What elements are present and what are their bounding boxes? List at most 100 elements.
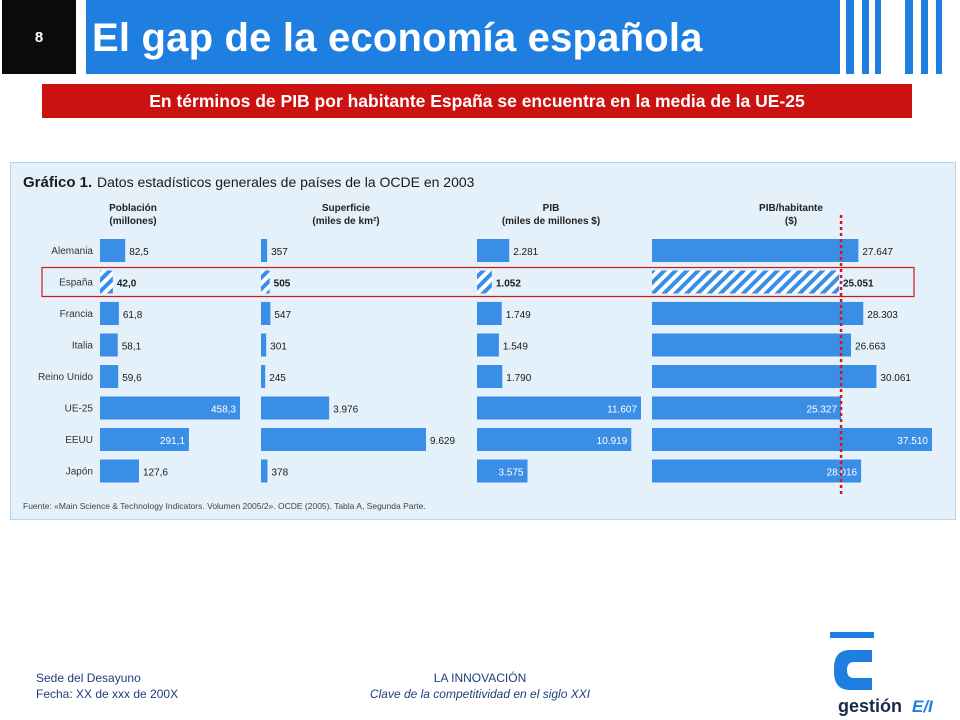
decor-stripe xyxy=(875,0,881,74)
series-header: ($) xyxy=(785,216,797,227)
bar xyxy=(477,396,641,420)
data-label: 11.607 xyxy=(607,405,637,416)
bar xyxy=(477,302,502,325)
logo-text: gestión xyxy=(838,696,902,716)
footer-center: LA INNOVACIÓN Clave de la competitividad… xyxy=(330,670,630,702)
bar xyxy=(477,428,632,451)
subtitle-banner: En términos de PIB por habitante España … xyxy=(42,84,912,118)
logo-mark-icon: gestión E/I xyxy=(830,632,934,716)
bar xyxy=(100,428,189,451)
bar xyxy=(100,239,126,262)
bar xyxy=(652,459,862,483)
bar xyxy=(652,428,932,451)
bar xyxy=(261,365,266,388)
bar xyxy=(261,333,267,357)
data-label: 378 xyxy=(271,468,288,479)
bar xyxy=(652,333,852,357)
chart-subtitle: Datos estadísticos generales de países d… xyxy=(97,174,475,190)
data-label: 3.976 xyxy=(333,405,358,416)
category-label: Italia xyxy=(72,341,94,352)
bar xyxy=(100,333,118,357)
data-label: 1.549 xyxy=(503,342,528,353)
bar xyxy=(652,270,839,294)
data-label: 505 xyxy=(274,279,291,290)
footer-event-title: LA INNOVACIÓN xyxy=(433,671,527,685)
category-label: Japón xyxy=(66,467,93,478)
title-bar xyxy=(86,0,840,74)
bar xyxy=(477,239,510,262)
data-label: 1.790 xyxy=(506,373,531,384)
bar xyxy=(652,365,877,388)
bar xyxy=(100,270,113,294)
bar xyxy=(261,239,268,262)
series-header: Población xyxy=(109,203,157,214)
data-label: 10.919 xyxy=(597,436,628,447)
chart-title: Gráfico 1. xyxy=(23,174,92,191)
data-label: 30.061 xyxy=(880,373,911,384)
data-label: 547 xyxy=(274,310,291,321)
decor-stripe xyxy=(921,0,928,74)
data-label: 82,5 xyxy=(129,247,149,258)
category-label: Alemania xyxy=(51,246,93,257)
data-label: 28.303 xyxy=(867,310,898,321)
category-label: España xyxy=(59,278,93,289)
footer-venue: Sede del Desayuno xyxy=(36,671,141,685)
logo-mark: E/I xyxy=(912,697,934,716)
decor-stripe xyxy=(846,0,854,74)
series-header: PIB xyxy=(543,203,560,214)
bar xyxy=(261,302,271,325)
decor-stripe xyxy=(905,0,913,74)
bar xyxy=(261,396,330,420)
slide-title: El gap de la economía española xyxy=(92,16,703,60)
data-label: 26.663 xyxy=(855,342,886,353)
data-label: 291,1 xyxy=(160,436,185,447)
chart-panel: Gráfico 1. Datos estadísticos generales … xyxy=(10,162,956,520)
data-label: 1.052 xyxy=(496,279,521,290)
decor-stripe xyxy=(936,0,942,74)
data-label: 357 xyxy=(271,247,288,258)
bar xyxy=(261,270,270,294)
series-header: (miles de km²) xyxy=(312,216,379,227)
data-label: 58,1 xyxy=(122,342,142,353)
bar xyxy=(100,459,139,483)
bar xyxy=(477,270,492,294)
chart-body: Alemania España Francia Italia Reino Unido UE… xyxy=(38,203,932,497)
footer-date: Fecha: XX de xxx de 200X xyxy=(36,687,179,701)
data-label: 3.575 xyxy=(498,468,523,479)
series-header: PIB/habitante xyxy=(759,203,823,214)
series-header: (miles de millones $) xyxy=(502,216,600,227)
footer-event-subtitle: Clave de la competitividad en el siglo X… xyxy=(369,687,591,701)
data-label: 59,6 xyxy=(122,373,142,384)
category-label: Francia xyxy=(60,309,94,320)
footer-left: Sede del Desayuno Fecha: XX de xxx de 20… xyxy=(36,670,178,702)
data-label: 25.327 xyxy=(806,405,837,416)
data-label: 2.281 xyxy=(513,247,538,258)
category-label: Reino Unido xyxy=(38,372,93,383)
bar xyxy=(100,302,119,325)
data-label: 127,6 xyxy=(143,468,168,479)
series-header: Superficie xyxy=(322,203,371,214)
bar xyxy=(100,365,119,388)
bar xyxy=(652,396,842,420)
bar xyxy=(261,428,426,451)
data-label: 301 xyxy=(270,342,287,353)
bar xyxy=(261,459,268,483)
data-label: 245 xyxy=(269,373,286,384)
decor-stripe xyxy=(862,0,869,74)
data-label: 25.051 xyxy=(843,279,874,290)
bar xyxy=(477,459,528,483)
category-label: UE-25 xyxy=(65,404,94,415)
bar xyxy=(652,239,859,262)
gestion-ei-logo: gestión E/I xyxy=(830,628,952,718)
series-header: (millones) xyxy=(109,216,156,227)
slide-number: 8 xyxy=(2,0,76,74)
chart-source: Fuente: «Main Science & Technology Indic… xyxy=(23,501,426,511)
oecd-chart: Gráfico 1. Datos estadísticos generales … xyxy=(23,174,932,511)
data-label: 61,8 xyxy=(123,310,143,321)
bar xyxy=(100,396,240,420)
data-label: 37.510 xyxy=(897,436,928,447)
data-label: 27.647 xyxy=(862,247,893,258)
bar xyxy=(477,333,499,357)
data-label: 9.629 xyxy=(430,436,455,447)
category-label: EEUU xyxy=(65,435,93,446)
